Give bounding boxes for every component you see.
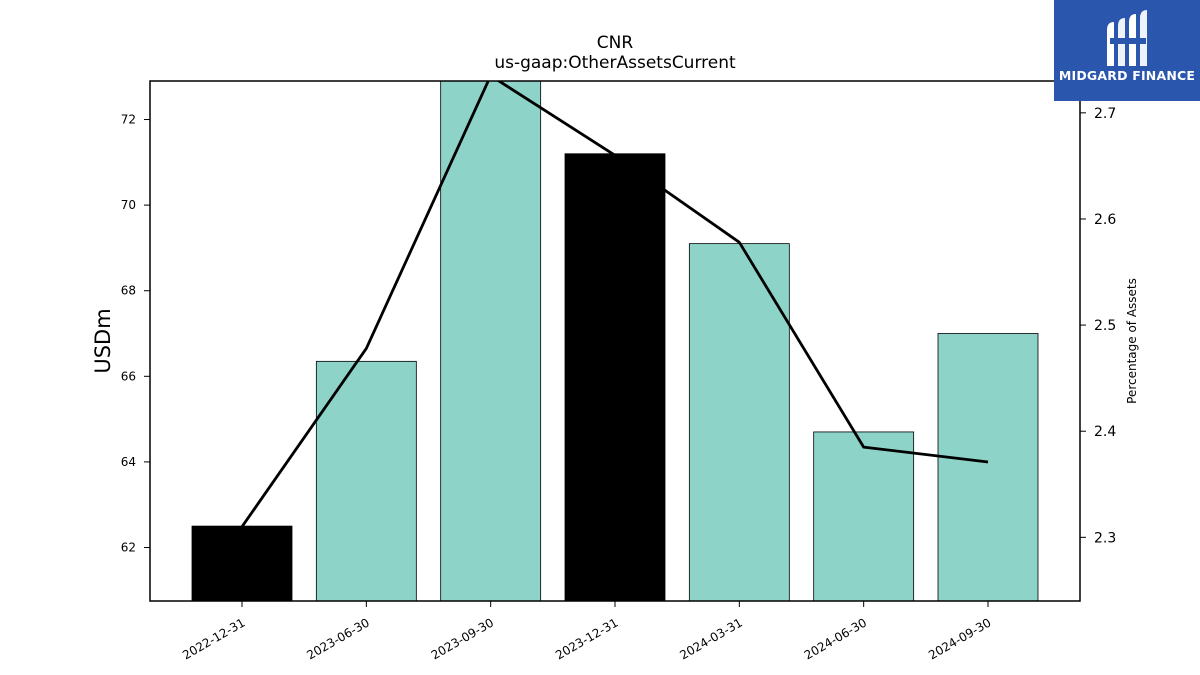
bars-group xyxy=(191,81,1039,601)
bar-2024-09-30 xyxy=(937,333,1039,601)
bar-2023-09-30 xyxy=(440,81,542,601)
bar-2024-06-30 xyxy=(813,431,915,601)
x-tick-label: 2024-09-30 xyxy=(926,615,993,662)
x-tick-label: 2023-09-30 xyxy=(429,615,496,662)
bar-2023-12-31 xyxy=(564,153,666,601)
y2-tick-label: 2.4 xyxy=(1094,424,1116,440)
percentage-line xyxy=(240,81,989,528)
x-tick-label: 2024-03-31 xyxy=(677,615,744,662)
x-axis: 2022-12-31 2023-06-30 2023-09-30 2023-12-31… xyxy=(180,601,994,662)
bar-2023-06-30 xyxy=(315,360,417,601)
bar-2022-12-31 xyxy=(191,525,293,601)
x-tick-label: 2023-06-30 xyxy=(304,615,371,662)
x-tick-label: 2022-12-31 xyxy=(180,615,247,662)
y-tick-label: 64 xyxy=(121,455,136,469)
y2-tick-label: 2.3 xyxy=(1094,530,1116,546)
y2-tick-label: 2.7 xyxy=(1094,106,1116,122)
brand-name: MIDGARD FINANCE xyxy=(1058,68,1196,83)
midgard-m-icon xyxy=(1107,10,1147,66)
y-axis-right: 2.3 2.4 2.5 2.6 2.7 xyxy=(1080,106,1116,546)
y2-axis-label: Percentage of Assets xyxy=(1125,278,1139,404)
chart-title: CNR xyxy=(597,33,634,53)
chart-subtitle: us-gaap:OtherAssetsCurrent xyxy=(494,53,736,73)
brand-logo: MIDGARD FINANCE xyxy=(1054,0,1200,101)
x-tick-label: 2023-12-31 xyxy=(553,615,620,662)
y2-tick-label: 2.6 xyxy=(1094,212,1116,228)
y-tick-label: 70 xyxy=(121,198,136,212)
y-tick-label: 68 xyxy=(121,284,136,298)
y-tick-label: 62 xyxy=(121,541,136,555)
bar-2024-03-31 xyxy=(688,243,790,601)
y-tick-label: 72 xyxy=(121,113,136,127)
line-group xyxy=(240,81,989,528)
y-axis-left: 62 64 66 68 70 72 xyxy=(121,113,150,555)
x-tick-label: 2024-06-30 xyxy=(802,615,869,662)
y-axis-label: USDm xyxy=(91,308,115,373)
y-tick-label: 66 xyxy=(121,369,136,383)
y2-tick-label: 2.5 xyxy=(1094,318,1116,334)
